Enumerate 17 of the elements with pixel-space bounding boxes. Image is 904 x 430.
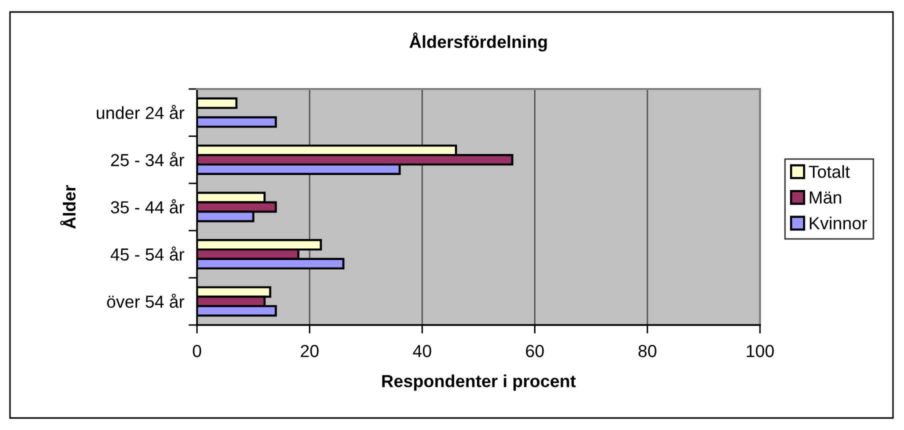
y-axis-title: Ålder — [60, 185, 76, 229]
y-tick-label: 25 - 34 år — [111, 152, 184, 166]
x-tick-label: 60 — [526, 344, 544, 358]
chart-title: Åldersfördelning — [409, 32, 547, 52]
x-tick-label: 100 — [746, 344, 774, 358]
x-tick-label: 80 — [638, 344, 656, 358]
legend-label: Kvinnor — [810, 216, 868, 230]
y-tick-label: under 24 år — [96, 104, 184, 120]
y-tick-label: 35 - 44 år — [110, 199, 184, 214]
legend-label: Män — [810, 192, 842, 204]
x-axis-title: Respondenter i procent — [382, 374, 576, 391]
legend-label: Totalt — [808, 165, 850, 178]
y-tick-label: över 54 år — [107, 294, 184, 308]
x-tick-label: 40 — [412, 344, 432, 358]
x-tick-label: 20 — [300, 344, 319, 358]
y-tick-label: 45 - 54 år — [110, 246, 184, 261]
x-tick-label: 0 — [192, 344, 202, 358]
